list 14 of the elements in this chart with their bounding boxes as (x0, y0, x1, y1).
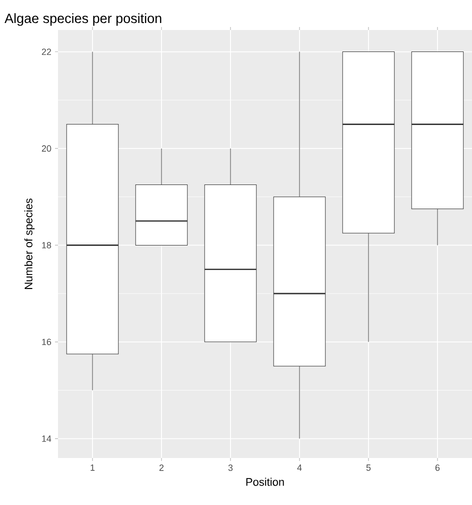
x-tick-label: 5 (366, 464, 371, 471)
x-tick-label: 1 (90, 464, 95, 471)
chart-title: Algae species per position (4, 13, 162, 26)
y-axis-title: Number of species (24, 198, 35, 289)
y-tick-label: 18 (42, 242, 52, 248)
y-tick-label: 22 (42, 48, 52, 55)
x-axis-title: Position (246, 478, 284, 486)
y-tick-label: 16 (42, 338, 52, 346)
y-tick-label: 14 (42, 436, 52, 442)
x-tick-label: 4 (297, 464, 302, 471)
x-tick-label: 3 (228, 464, 233, 471)
y-tick-label: 20 (42, 145, 52, 152)
x-tick-label: 6 (435, 464, 440, 471)
x-tick-label: 2 (159, 464, 164, 471)
